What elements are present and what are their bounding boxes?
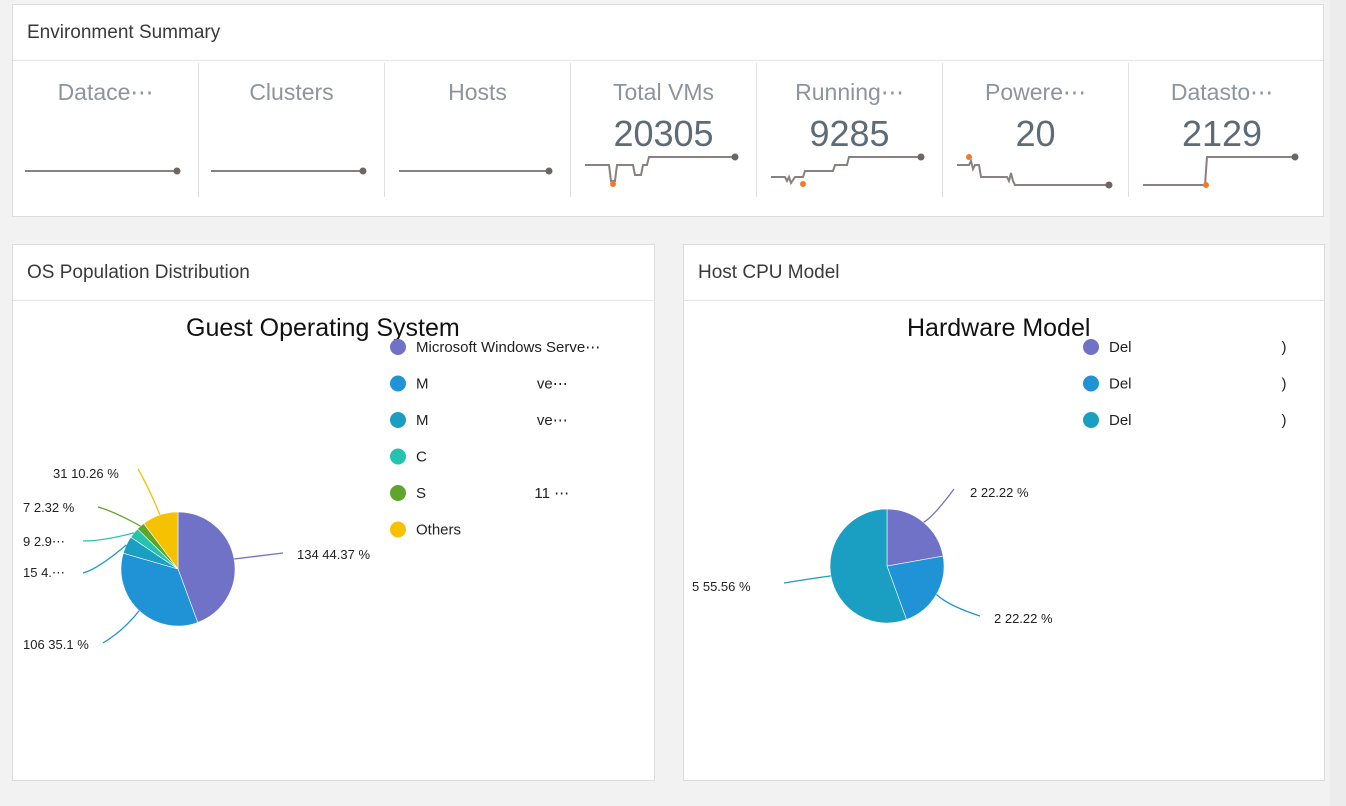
page-scrollbar[interactable] [1330,0,1346,806]
legend-label[interactable]: Microsoft Windows Serve⋯ [416,339,600,356]
slice-label: 2 22.22 % [970,485,1029,500]
pie-slice[interactable] [886,555,945,620]
slice-label: 9 2.9⋯ [23,534,65,549]
slice-label: 15 4.⋯ [23,565,65,580]
host-cpu-panel: Host CPU Model Hardware Model 2 22.22 % 2… [683,244,1325,781]
sparkline [399,167,553,175]
legend-marker[interactable] [390,412,406,428]
pie-slice[interactable] [886,508,944,567]
leader-line [97,506,141,527]
leader-line [923,488,955,523]
metric-label: Hosts [448,79,507,105]
legend-marker[interactable] [1083,412,1099,428]
metric-powered-off-vms[interactable]: Powere⋯ 20 [943,63,1129,197]
legend-marker[interactable] [390,521,406,538]
legend-marker[interactable] [1083,339,1099,355]
metric-running-vms[interactable]: Running⋯ 9285 [757,63,943,197]
leader-line [82,532,135,542]
legend-label[interactable]: S 11 ⋯ [416,485,569,502]
metric-label: Datasto⋯ [1170,79,1274,105]
metric-label: Powere⋯ [985,79,1086,105]
legend-marker[interactable] [390,339,406,355]
legend-label[interactable]: Others [416,522,461,539]
slice-label: 2 22.22 % [994,611,1053,626]
os-panel-title: OS Population Distribution [13,245,654,301]
metric-value: 20 [1015,113,1056,154]
legend-label[interactable]: Del ) [1109,339,1287,356]
sparkline [771,153,925,187]
sparkline [1143,153,1299,188]
leader-line [137,468,161,516]
cpu-panel-title: Host CPU Model [684,245,1324,301]
metric-value: 9285 [809,113,890,154]
legend-label[interactable]: Del ) [1109,376,1287,393]
legend-marker[interactable] [390,448,406,465]
legend-label[interactable]: M ve⋯ [416,376,568,393]
metric-label: Total VMs [613,79,714,105]
metric-clusters[interactable]: Clusters [199,63,385,197]
sparkline [25,167,181,175]
os-population-panel: OS Population Distribution Guest Operati… [12,244,655,781]
metric-datastores[interactable]: Datasto⋯ 2129 [1129,63,1315,197]
metric-value: 2129 [1181,113,1263,154]
metric-hosts[interactable]: Hosts [385,63,571,197]
slice-label: 106 35.1 % [23,637,89,652]
slice-label: 134 44.37 % [297,547,370,562]
legend-marker[interactable] [390,375,406,392]
cpu-pie-chart: Hardware Model 2 22.22 % 2 22.22 % 5 55.56… [692,314,1287,626]
legend-marker[interactable] [1083,375,1099,392]
slice-label: 5 55.56 % [692,579,751,594]
metrics-row: Datace⋯ Clusters Hosts Total VMs [13,63,1325,203]
legend-label[interactable]: M ve⋯ [416,412,568,429]
chart-title: Hardware Model [907,314,1090,342]
pie-slice[interactable] [120,552,199,627]
leader-line [935,594,981,617]
legend-label[interactable]: C [416,449,427,466]
legend-label[interactable]: Del ) [1109,412,1287,429]
metric-datacenters[interactable]: Datace⋯ [13,63,199,197]
sparkline [211,167,367,175]
slice-label: 31 10.26 % [53,466,119,481]
slice-label: 7 2.32 % [23,500,75,515]
sparkline [585,153,739,187]
metric-label: Clusters [249,79,334,105]
metric-label: Running⋯ [795,79,904,105]
leader-line [102,610,140,644]
leader-line [234,552,284,560]
leader-line [783,575,831,584]
environment-summary-title: Environment Summary [13,5,1323,61]
metric-total-vms[interactable]: Total VMs 20305 [571,63,757,197]
legend-marker[interactable] [390,485,406,501]
metric-label: Datace⋯ [57,79,154,105]
chart-title: Guest Operating System [186,314,460,342]
metric-value: 20305 [613,113,714,154]
sparkline [957,154,1113,189]
leader-line [82,544,127,574]
environment-summary-panel: Environment Summary Datace⋯ Clusters Hos… [12,4,1324,217]
os-pie-chart: Guest Operating System 134 44.37 % 106 35… [23,314,600,652]
